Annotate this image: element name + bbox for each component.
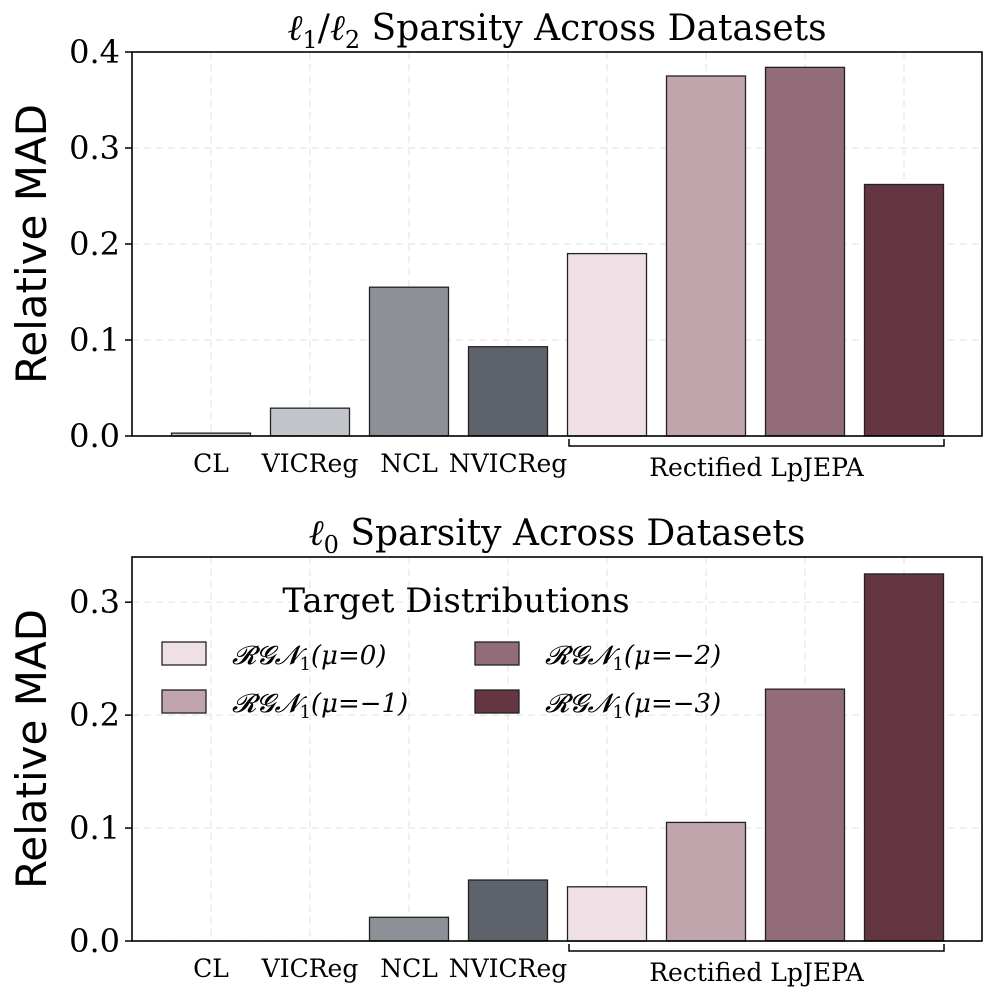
legend-entry: 𝓡𝓖𝓝1(μ=−2)	[545, 641, 721, 675]
bar-4	[467, 879, 549, 942]
legend-swatch	[474, 641, 520, 666]
legend-swatch	[161, 689, 207, 714]
group-label: Rectified LpJEPA	[649, 958, 864, 987]
bar-6	[665, 821, 747, 942]
y-tick-label: 0.2	[69, 225, 120, 263]
bar-6	[665, 75, 747, 437]
y-tick-label: 0.3	[69, 129, 120, 167]
x-tick-label: CL	[193, 449, 229, 478]
legend: Target Distributions 𝓡𝓖𝓝1(μ=0) 𝓡𝓖𝓝1(μ=−2) 𝓡…	[161, 581, 721, 723]
bar-8	[863, 183, 945, 437]
bar-5	[566, 252, 648, 437]
y-tick-label: 0.0	[69, 922, 120, 960]
y-tick-label: 0.1	[69, 809, 120, 847]
bar-8	[863, 573, 945, 942]
bar-3	[368, 286, 450, 437]
x-tick-label: VICReg	[261, 954, 359, 983]
chart-title: ℓ1/ℓ2 Sparsity Across Datasets	[287, 8, 826, 54]
bar-7	[764, 66, 846, 437]
y-tick-label: 0.3	[69, 583, 120, 621]
group-label: Rectified LpJEPA	[649, 453, 864, 482]
legend-title: Target Distributions	[282, 581, 629, 621]
chart-title: ℓ0 Sparsity Across Datasets	[309, 513, 806, 559]
chart-panel-2: 0.0 0.1 0.2 0.3 CL VICReg NCL NVICReg Rectified …	[7, 513, 983, 987]
bar-7	[764, 688, 846, 942]
x-tick-label: VICReg	[261, 449, 359, 478]
legend-entry: 𝓡𝓖𝓝1(μ=−3)	[545, 689, 721, 723]
bar-5	[566, 886, 648, 942]
x-tick-label: NVICReg	[449, 954, 568, 983]
y-axis-label: Relative MAD	[7, 104, 56, 384]
bar-3	[368, 916, 450, 942]
legend-swatch	[161, 641, 207, 666]
legend-swatch	[474, 689, 520, 714]
x-tick-label: NVICReg	[449, 449, 568, 478]
y-tick-label: 0.0	[69, 417, 120, 455]
x-tick-label: NCL	[380, 449, 438, 478]
legend-entry: 𝓡𝓖𝓝1(μ=−1)	[232, 689, 408, 723]
x-tick-label: NCL	[380, 954, 438, 983]
x-tick-label: CL	[193, 954, 229, 983]
y-tick-label: 0.2	[69, 696, 120, 734]
y-axis-label: Relative MAD	[7, 609, 56, 889]
legend-entry: 𝓡𝓖𝓝1(μ=0)	[232, 641, 386, 675]
group-bracket	[568, 439, 945, 447]
bar-2	[269, 407, 351, 437]
y-tick-label: 0.1	[69, 321, 120, 359]
chart-panel-1: 0.0 0.1 0.2 0.3 0.4 CL VICReg NCL NVICReg Rectifi…	[7, 8, 983, 482]
y-tick-label: 0.4	[69, 33, 120, 71]
axes-frame	[131, 556, 983, 942]
group-bracket	[568, 944, 945, 952]
bar-4	[467, 346, 549, 437]
